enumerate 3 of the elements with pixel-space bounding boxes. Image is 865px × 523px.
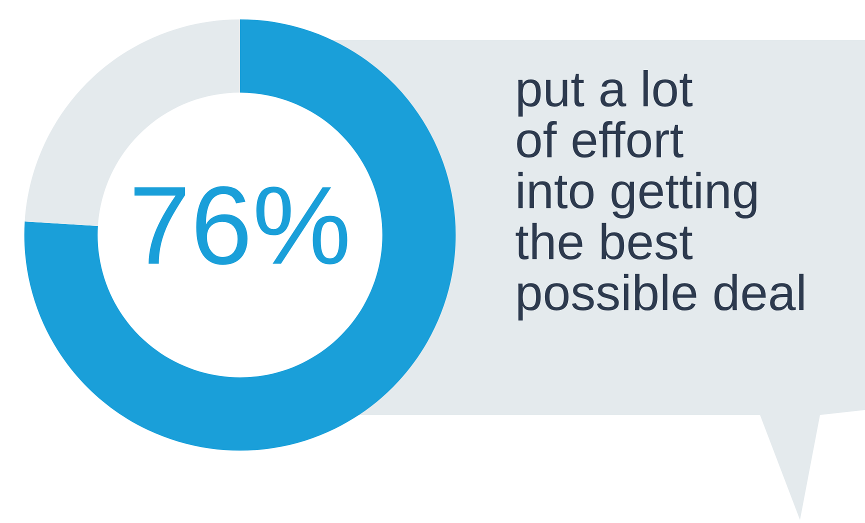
donut-slice	[24, 19, 456, 451]
text: put a lot of effort into getting the best possible deal	[516, 70, 804, 320]
text: 76%	[134, 186, 348, 265]
